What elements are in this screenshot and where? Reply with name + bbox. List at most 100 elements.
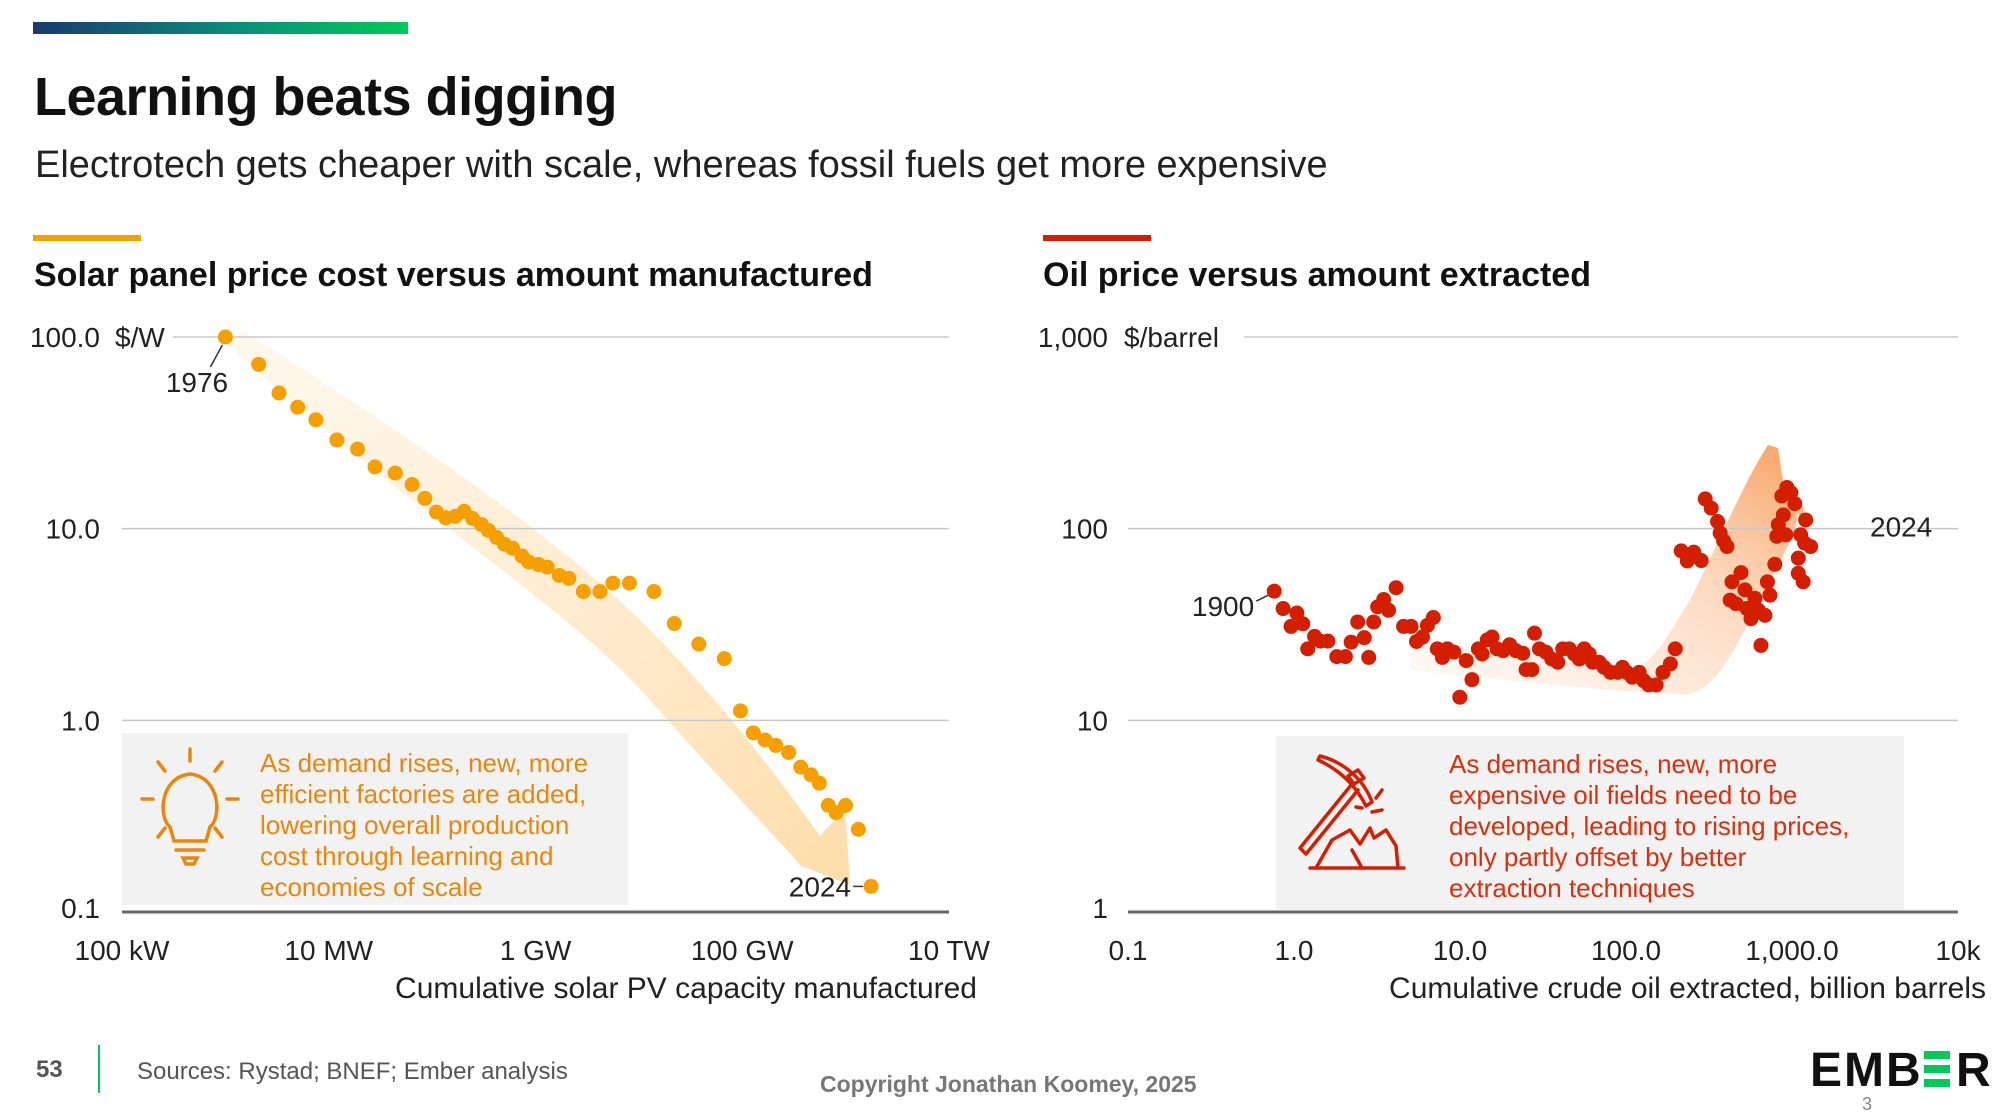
sources-text: Sources: Rystad; BNEF; Ember analysis	[137, 1058, 568, 1085]
data-point	[732, 703, 748, 719]
x-tick-label: 1 GW	[500, 935, 572, 966]
data-point	[605, 575, 621, 591]
solar-chart-title: Solar panel price cost versus amount man…	[34, 256, 873, 294]
x-tick-label: 100 kW	[75, 935, 170, 966]
data-point	[716, 651, 732, 667]
x-tick-label: 0.1	[1109, 935, 1148, 966]
oil-note-text: As demand rises, new, more expensive oil…	[1449, 749, 1849, 904]
data-point	[1320, 633, 1336, 649]
page-title: Learning beats digging	[34, 67, 618, 127]
note-line: extraction techniques	[1449, 873, 1695, 903]
year-annotation: 1900	[1192, 591, 1254, 622]
x-tick-label: 100 GW	[691, 935, 794, 966]
data-point	[1550, 654, 1566, 670]
annotation-leader-line	[209, 344, 224, 368]
data-point	[1724, 574, 1740, 590]
data-point	[1361, 649, 1377, 665]
pickaxe-icon	[1298, 754, 1406, 870]
y-tick-label: 0.1	[61, 893, 100, 924]
note-line: cost through learning and	[260, 841, 554, 871]
data-point	[1719, 539, 1735, 555]
data-point	[1767, 556, 1783, 572]
data-point	[1356, 630, 1372, 646]
y-tick-label: 1.0	[61, 705, 100, 736]
data-point	[561, 570, 577, 586]
data-point	[838, 797, 854, 813]
y-tick-label: 1,000	[1038, 322, 1108, 353]
data-point	[271, 385, 287, 401]
svg-text:R: R	[1956, 1044, 1991, 1097]
solar-note-text: As demand rises, new, more efficient fac…	[260, 748, 588, 903]
data-point	[1667, 641, 1683, 657]
page-subtitle: Electrotech gets cheaper with scale, whe…	[35, 144, 1328, 186]
data-point	[1388, 580, 1404, 596]
y-tick-label: 100	[1061, 514, 1108, 545]
note-line: efficient factories are added,	[260, 779, 587, 809]
data-point	[404, 476, 420, 492]
data-point	[1366, 614, 1382, 630]
data-point	[1759, 574, 1775, 590]
data-point	[367, 459, 383, 475]
data-point	[1337, 649, 1353, 665]
data-point	[1350, 614, 1366, 630]
x-tick-label: 1,000.0	[1745, 935, 1838, 966]
logo-overlay-digit: 3	[1862, 1094, 1872, 1114]
data-point	[1790, 550, 1806, 566]
data-point	[308, 412, 324, 428]
data-point	[691, 636, 707, 652]
data-point	[217, 329, 233, 345]
solar-accent-bar	[33, 235, 141, 241]
header-accent-bar	[33, 22, 408, 34]
data-point	[666, 616, 682, 632]
data-point	[768, 737, 784, 753]
data-point	[1524, 662, 1540, 678]
data-point	[1757, 607, 1773, 623]
data-point	[1747, 590, 1763, 606]
data-point	[1798, 512, 1814, 528]
data-point	[1775, 507, 1791, 523]
data-point	[863, 878, 879, 894]
data-point	[1787, 496, 1803, 512]
svg-text:EMB: EMB	[1810, 1044, 1923, 1097]
data-point	[1648, 677, 1664, 693]
data-point	[646, 584, 662, 600]
oil-chart: 1,000 100 10 1 $/barrel 0.1 1.0 10.0 100.0 1,000.…	[1038, 322, 1986, 1005]
page-number: 53	[36, 1056, 63, 1083]
y-axis-unit: $/barrel	[1124, 322, 1219, 353]
data-point	[793, 759, 809, 775]
oil-accent-bar	[1043, 235, 1151, 241]
data-point	[575, 584, 591, 600]
data-point	[1295, 616, 1311, 632]
data-point	[1662, 656, 1678, 672]
y-tick-label: 10.0	[46, 514, 101, 545]
data-point	[1693, 553, 1709, 569]
data-point	[1803, 539, 1819, 555]
x-axis-title: Cumulative crude oil extracted, billion …	[1389, 972, 1986, 1005]
data-point	[329, 432, 345, 448]
data-point	[1778, 527, 1794, 543]
data-point	[417, 490, 433, 506]
data-point	[387, 465, 403, 481]
data-point	[1452, 689, 1468, 705]
data-point	[1526, 625, 1542, 641]
data-point	[539, 559, 555, 575]
x-tick-label: 10.0	[1433, 935, 1488, 966]
data-point	[1458, 653, 1474, 669]
data-point	[781, 744, 797, 760]
data-point	[1737, 582, 1753, 598]
note-line: economies of scale	[260, 872, 483, 902]
data-point	[1733, 565, 1749, 581]
ember-logo: EMB R 3	[1810, 1044, 1991, 1114]
solar-trend-arrow	[228, 330, 850, 885]
data-point	[811, 775, 827, 791]
data-point	[1515, 645, 1531, 661]
note-line: developed, leading to rising prices,	[1449, 811, 1850, 841]
footer-divider	[98, 1045, 100, 1093]
data-point	[1381, 602, 1397, 618]
data-point	[592, 584, 608, 600]
data-point	[850, 821, 866, 837]
data-point	[1446, 644, 1462, 660]
data-point	[1425, 609, 1441, 625]
year-annotation: 2024	[789, 871, 851, 902]
